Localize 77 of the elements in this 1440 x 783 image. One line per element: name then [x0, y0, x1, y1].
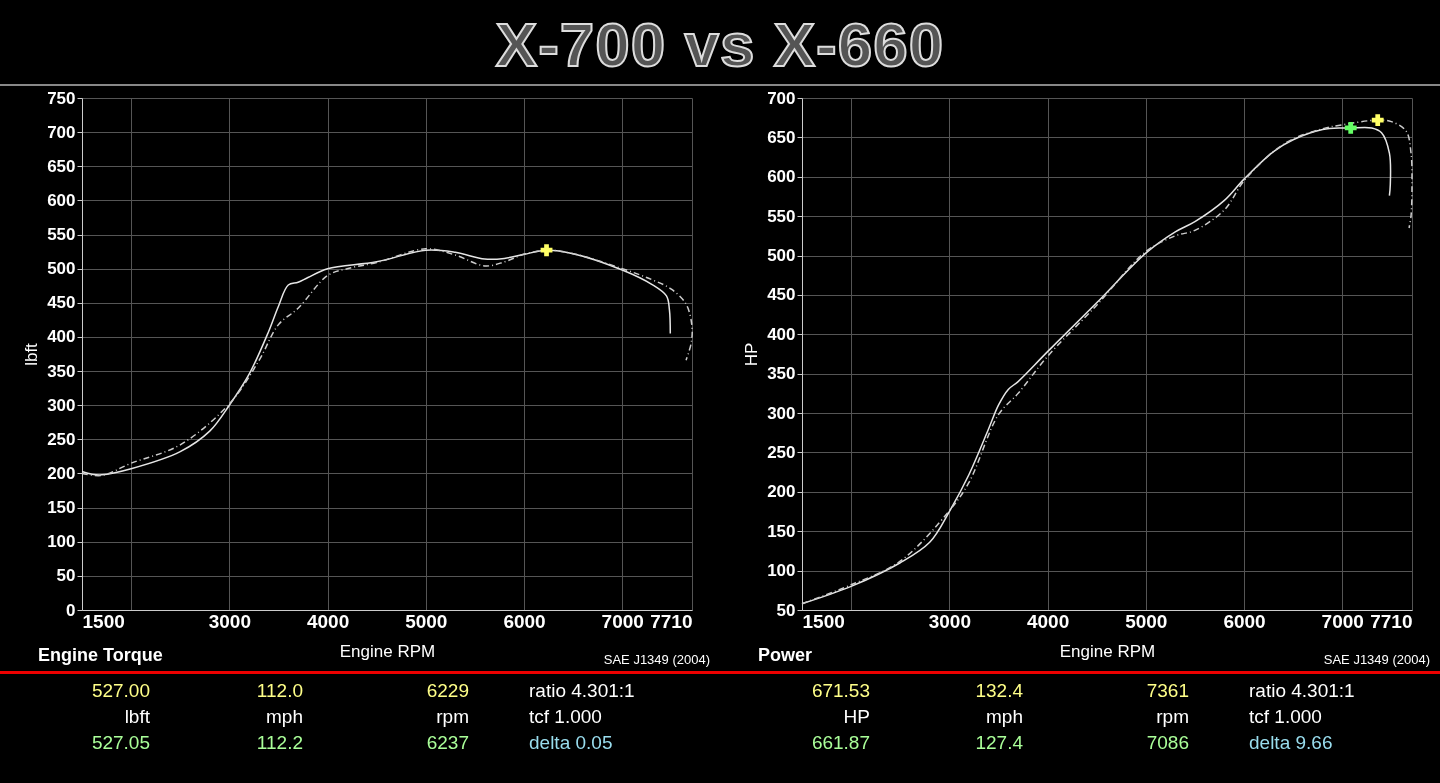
text: 6229: [425, 680, 469, 702]
text: 527.05: [90, 732, 150, 754]
y-tick-label: 700: [47, 122, 76, 142]
text: delta 0.05: [528, 732, 614, 754]
text: tcf 1.000: [528, 706, 603, 728]
text: 112.0: [255, 680, 303, 702]
y-tick-label: 300: [767, 403, 796, 423]
y-tick-label: 250: [47, 429, 76, 449]
x-tick-label: 6000: [503, 610, 546, 632]
x-tick-label: 3000: [928, 610, 971, 632]
x-tick-label: 1500: [82, 610, 125, 632]
x-tick-label: 7000: [601, 610, 644, 632]
y-tick-label: 150: [47, 498, 76, 518]
text: rpm: [435, 706, 469, 728]
text: SAE J1349 (2004): [1323, 652, 1430, 667]
x-tick-label: 5000: [405, 610, 448, 632]
y-tick-label: 50: [776, 600, 796, 620]
y-tick-label: 100: [767, 561, 796, 581]
y-tick-label: 500: [47, 259, 76, 279]
y-tick-label: 150: [767, 521, 796, 541]
text: 7086: [1145, 732, 1189, 754]
y-tick-label: 550: [47, 225, 76, 245]
text: 132.4: [974, 680, 1023, 702]
text: mph: [985, 706, 1023, 728]
x-tick-label: 7710: [650, 610, 693, 632]
x-tick-label: 4000: [1026, 610, 1070, 632]
text: delta 9.66: [1248, 732, 1334, 754]
y-tick-label: 100: [47, 532, 76, 552]
y-tick-label: 650: [47, 156, 76, 176]
text: Engine Torque: [38, 645, 163, 666]
y-tick-label: 250: [767, 442, 796, 462]
y-tick-label: 400: [767, 324, 796, 344]
y-tick-label: 300: [47, 395, 76, 415]
y-tick-label: 650: [767, 127, 796, 147]
text: SAE J1349 (2004): [603, 652, 710, 667]
text: ratio 4.301:1: [1248, 680, 1356, 702]
x-tick-label: 3000: [208, 610, 251, 632]
text: mph: [265, 706, 303, 728]
y-tick-label: 500: [767, 246, 796, 266]
text: lbft: [123, 706, 150, 728]
x-tick-label: 4000: [306, 610, 350, 632]
y-tick-label: 450: [47, 293, 76, 313]
y-tick-label: 750: [47, 88, 76, 108]
y-tick-label: 200: [47, 463, 76, 483]
y-axis-title: HP: [742, 342, 762, 367]
x-tick-label: 1500: [802, 610, 845, 632]
x-tick-label: 5000: [1125, 610, 1168, 632]
chart-title: X-700 vs X-660: [0, 0, 1440, 86]
y-tick-label: 350: [47, 361, 76, 381]
y-tick-label: 600: [47, 190, 76, 210]
text: 671.53: [810, 680, 870, 702]
text: 527.00: [90, 680, 150, 702]
y-tick-label: 350: [767, 364, 796, 384]
text: 6237: [425, 732, 469, 754]
y-tick-label: 550: [767, 206, 796, 226]
x-tick-label: 7710: [1370, 610, 1413, 632]
text: Power: [758, 645, 813, 666]
y-tick-label: 700: [767, 88, 796, 108]
y-axis-title: lbft: [22, 342, 42, 366]
y-tick-label: 600: [767, 167, 796, 187]
text: rpm: [1155, 706, 1189, 728]
x-axis-title: Engine RPM: [339, 641, 436, 661]
text: tcf 1.000: [1248, 706, 1323, 728]
text: 7361: [1145, 680, 1189, 702]
text: ratio 4.301:1: [528, 680, 636, 702]
text: 112.2: [255, 732, 303, 754]
x-axis-title: Engine RPM: [1059, 641, 1156, 661]
x-tick-label: 6000: [1223, 610, 1266, 632]
x-tick-label: 7000: [1321, 610, 1364, 632]
text: 661.87: [810, 732, 870, 754]
text: HP: [842, 706, 870, 728]
y-tick-label: 0: [66, 600, 76, 620]
y-tick-label: 450: [767, 285, 796, 305]
y-tick-label: 200: [767, 482, 796, 502]
y-tick-label: 50: [56, 566, 76, 586]
y-tick-label: 400: [47, 327, 76, 347]
text: 127.4: [974, 732, 1023, 754]
